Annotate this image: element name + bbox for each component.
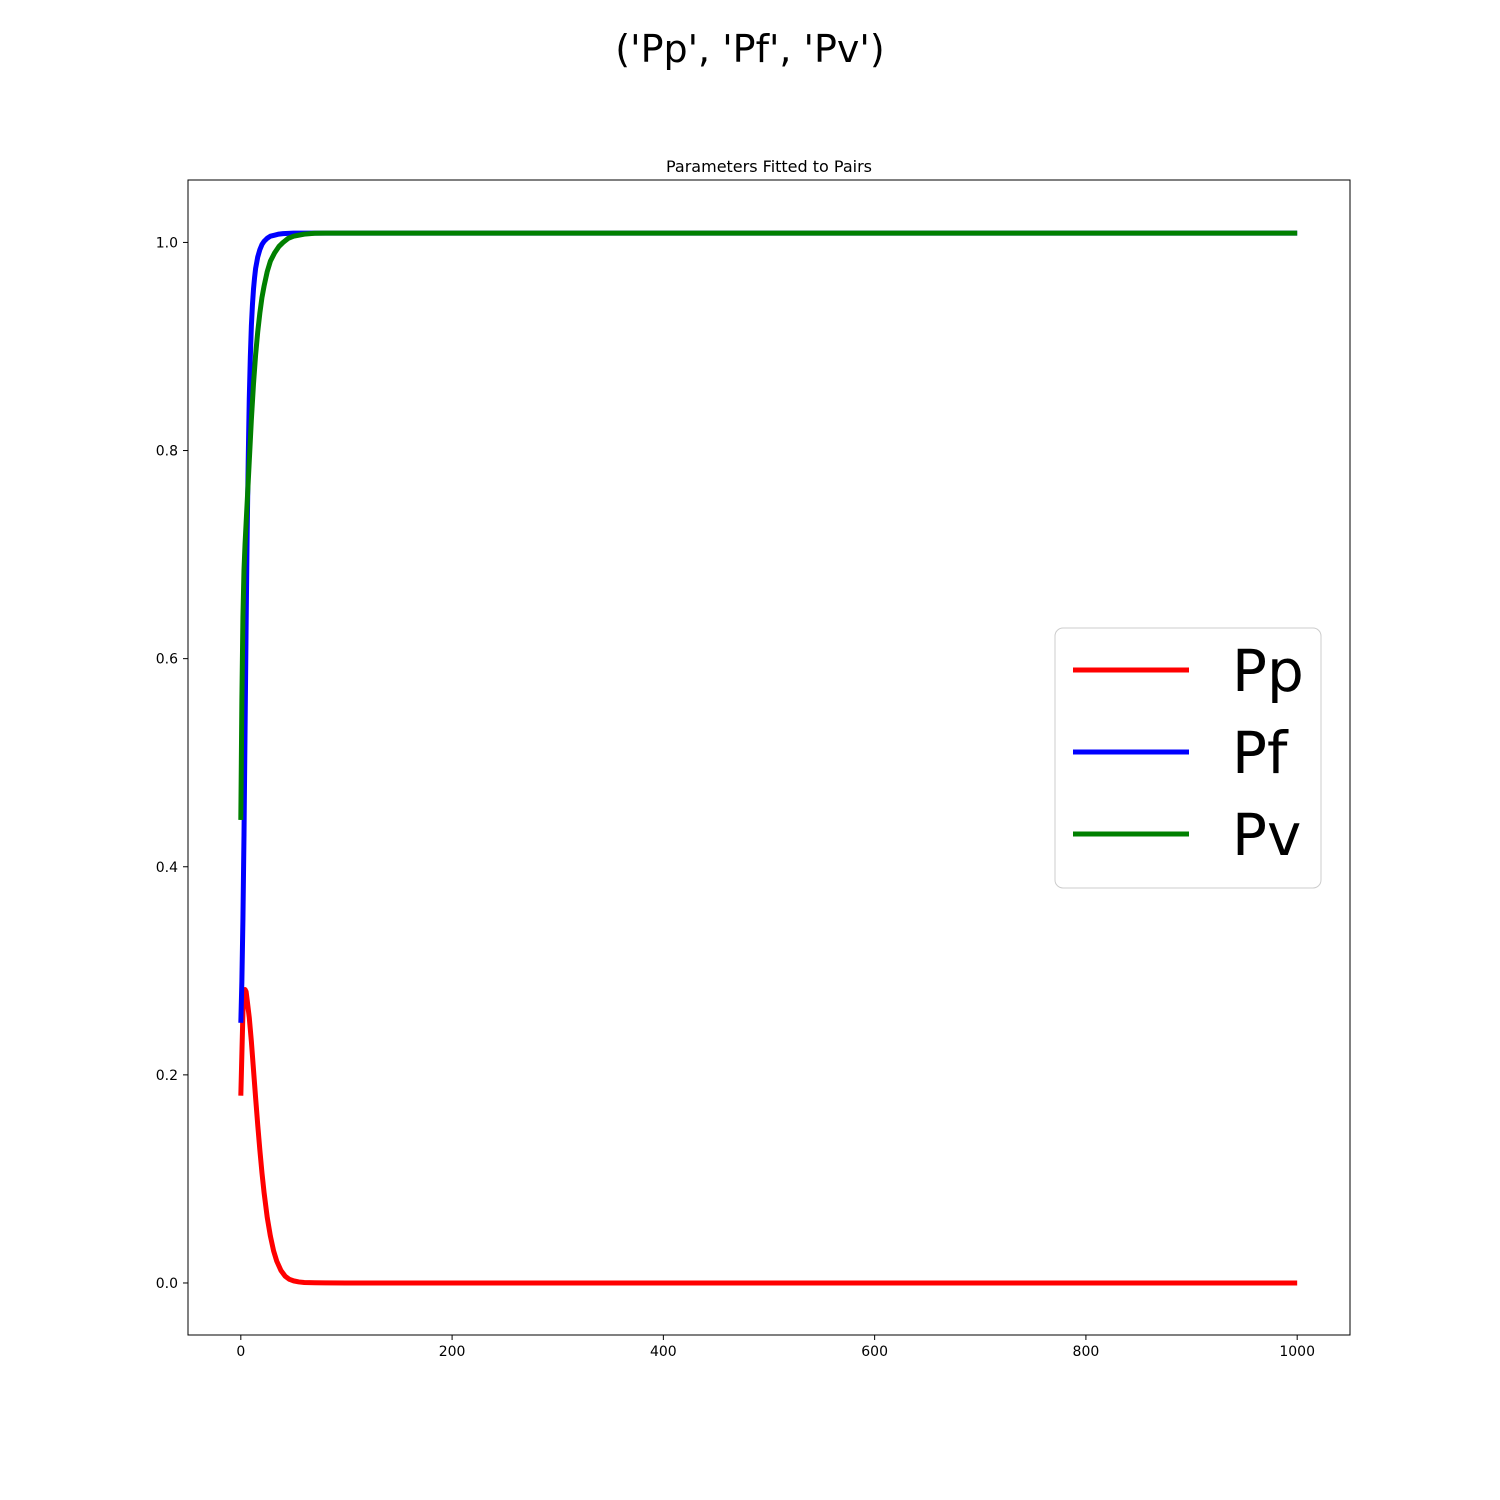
axes-frame — [187, 179, 1351, 1336]
series-line-pv — [238, 230, 1298, 820]
axis-ticks: 0 200 400 600 800 1000 0.0 0.2 0.4 0.6 0.8 1.0 — [156, 235, 1315, 1360]
chart-title: Parameters Fitted to Pairs — [666, 157, 872, 176]
legend-label-pp: Pp — [1232, 637, 1304, 705]
plot-area — [238, 230, 1298, 1286]
x-tick-label: 600 — [861, 1344, 888, 1360]
y-tick-label: 0.6 — [156, 652, 178, 668]
y-tick-label: 0.2 — [156, 1068, 178, 1084]
legend: Pp Pf Pv — [1054, 627, 1322, 889]
legend-label-pv: Pv — [1232, 801, 1301, 869]
y-tick-label: 0.4 — [156, 860, 178, 876]
y-tick-label: 0.8 — [156, 444, 178, 460]
y-tick-label: 0.0 — [156, 1276, 178, 1292]
legend-box — [1054, 627, 1322, 889]
x-tick-label: 400 — [650, 1344, 677, 1360]
x-tick-label: 200 — [439, 1344, 466, 1360]
figure-suptitle: ('Pp', 'Pf', 'Pv') — [615, 27, 884, 71]
x-tick-label: 800 — [1073, 1344, 1100, 1360]
y-tick-label: 1.0 — [156, 235, 178, 251]
series-line-pp — [238, 987, 1298, 1286]
legend-label-pf: Pf — [1232, 719, 1289, 787]
x-tick-label: 1000 — [1279, 1344, 1315, 1360]
x-tick-label: 0 — [236, 1344, 245, 1360]
